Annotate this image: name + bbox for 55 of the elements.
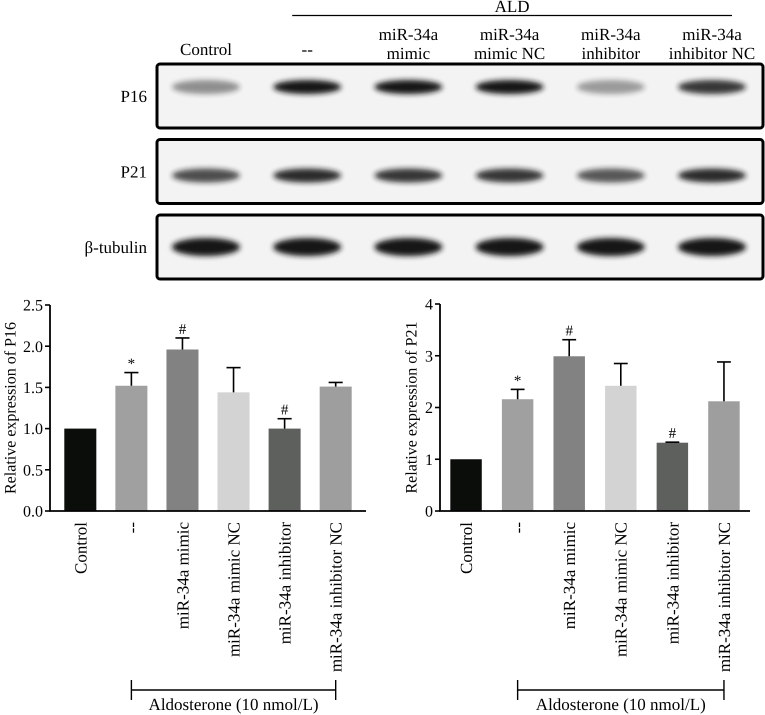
y-tick-label: 0.0 [23, 504, 43, 521]
x-tick-label: Control [457, 522, 476, 574]
x-tick-label: Control [71, 522, 90, 574]
annotation: # [178, 322, 187, 338]
x-tick-label: miR-34a inhibitor [276, 522, 295, 644]
category-label: Control [180, 40, 232, 59]
bar [553, 356, 585, 511]
y-tick-label: 1 [425, 452, 433, 469]
x-tick-label: miR-34a mimic NC [224, 522, 244, 658]
annotation: * [514, 373, 522, 390]
bar [450, 459, 482, 511]
text: ALD [494, 0, 530, 16]
bar [64, 428, 96, 511]
text: Aldosterone (10 nmol/L) [536, 695, 706, 714]
bar [268, 428, 301, 511]
bar [605, 386, 637, 511]
y-tick-label: 2 [425, 400, 433, 418]
category-label: miR-34a mimic [378, 25, 439, 63]
category-label: β-tubulin [84, 238, 147, 257]
annotation: # [565, 324, 574, 340]
bar [656, 442, 688, 511]
y-axis-title: Relative expression of P16 [2, 322, 20, 494]
bar [708, 401, 740, 511]
x-tick-label: -- [508, 522, 528, 534]
category-label: miR-34a inhibitor NC [668, 25, 756, 63]
y-tick-label: 4 [425, 296, 433, 314]
category-label: miR-34a inhibitor [581, 25, 641, 63]
bar [218, 392, 250, 511]
y-tick-label: 2.0 [23, 338, 43, 356]
bar [166, 349, 198, 511]
y-tick-label: 2.5 [23, 298, 43, 315]
bar [320, 386, 352, 511]
y-tick-label: 1.0 [23, 421, 43, 438]
category-label: miR-34a mimic NC [474, 25, 546, 63]
annotation: * [128, 356, 136, 373]
bar [115, 386, 148, 511]
category-label: P21 [120, 162, 147, 182]
x-tick-label: miR-34a mimic [560, 522, 580, 630]
x-tick-label: miR-34a mimic NC [612, 522, 631, 658]
y-tick-label: 3 [425, 348, 433, 366]
x-tick-label: miR-34a mimic [173, 522, 192, 630]
x-tick-label: miR-34a inhibitor NC [326, 522, 346, 672]
text: Aldosterone (10 nmol/L) [148, 695, 319, 714]
x-tick-label: miR-34a inhibitor NC [714, 522, 734, 672]
y-axis-title: Relative expression of P21 [404, 322, 421, 494]
category-label: -- [302, 40, 314, 59]
bar [502, 399, 534, 511]
y-tick-label: 1.5 [23, 380, 43, 397]
x-tick-label: miR-34a inhibitor [663, 522, 682, 644]
y-tick-label: 0.5 [23, 462, 43, 480]
category-label: P16 [120, 87, 147, 106]
annotation: # [280, 402, 289, 419]
x-tick-label: -- [122, 522, 142, 534]
annotation: # [668, 426, 677, 442]
y-tick-label: 0 [425, 504, 433, 521]
